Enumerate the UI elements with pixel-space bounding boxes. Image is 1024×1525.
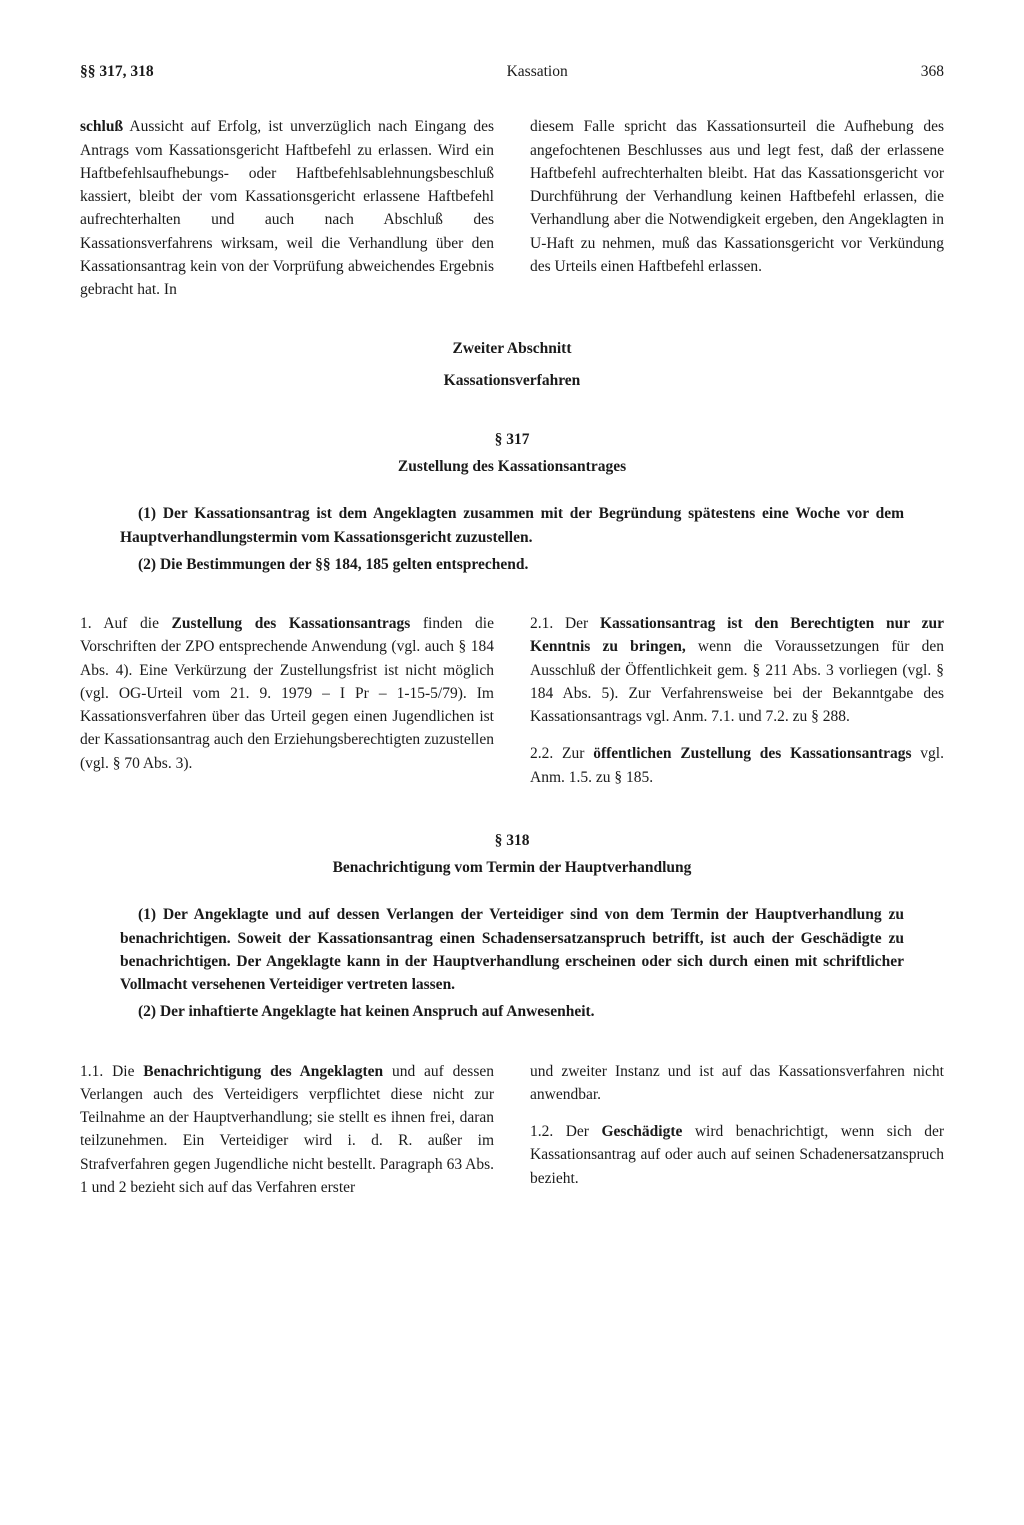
intro-left-text: schluß Aussicht auf Erfolg, ist unverzüg…: [80, 115, 494, 301]
p318-comm-right: und zweiter Instanz und ist auf das Kass…: [530, 1060, 944, 1200]
p318-comm-cont: und zweiter Instanz und ist auf das Kass…: [530, 1060, 944, 1107]
intro-right-text: diesem Falle spricht das Kassationsurtei…: [530, 115, 944, 278]
p318-number: § 318: [80, 829, 944, 852]
p318-comm-11: 1.1. Die Benachrichtigung des Angeklagte…: [80, 1060, 494, 1200]
intro-lead-word: schluß: [80, 118, 123, 135]
p317-comm-right: 2.1. Der Kassationsantrag ist den Berech…: [530, 612, 944, 789]
p317-comm-21: 2.1. Der Kassationsantrag ist den Berech…: [530, 612, 944, 728]
p317-title: Zustellung des Kassationsantrages: [80, 455, 944, 478]
p317-statute: (1) Der Kassationsantrag ist dem Angekla…: [120, 502, 904, 576]
p318-comm-left: 1.1. Die Benachrichtigung des Angeklagte…: [80, 1060, 494, 1200]
p317-comm-22: 2.2. Zur öffentlichen Zustellung des Kas…: [530, 742, 944, 789]
intro-columns: schluß Aussicht auf Erfolg, ist unverzüg…: [80, 115, 944, 301]
intro-left-rest: Aussicht auf Erfolg, ist unverzüglich na…: [80, 118, 494, 298]
p317-statute-2: (2) Die Bestimmungen der §§ 184, 185 gel…: [120, 553, 904, 576]
p318-statute-2: (2) Der inhaftierte Angeklagte hat keine…: [120, 1000, 904, 1023]
p317-commentary: 1. Auf die Zustellung des Kassationsantr…: [80, 612, 944, 789]
section-subheading: Kassationsverfahren: [80, 369, 944, 392]
section-heading: Zweiter Abschnitt: [80, 337, 944, 360]
intro-right-column: diesem Falle spricht das Kassationsurtei…: [530, 115, 944, 301]
p317-comm-left: 1. Auf die Zustellung des Kassationsantr…: [80, 612, 494, 789]
intro-left-column: schluß Aussicht auf Erfolg, ist unverzüg…: [80, 115, 494, 301]
p318-comm-12: 1.2. Der Geschädigte wird benachrichtigt…: [530, 1120, 944, 1190]
p317-statute-1: (1) Der Kassationsantrag ist dem Angekla…: [120, 502, 904, 549]
page-header: §§ 317, 318 Kassation 368: [80, 60, 944, 83]
header-title: Kassation: [507, 60, 568, 83]
p318-statute: (1) Der Angeklagte und auf dessen Verlan…: [120, 903, 904, 1023]
p317-number: § 317: [80, 428, 944, 451]
p317-comm-1: 1. Auf die Zustellung des Kassationsantr…: [80, 612, 494, 775]
p318-commentary: 1.1. Die Benachrichtigung des Angeklagte…: [80, 1060, 944, 1200]
header-page-number: 368: [921, 60, 944, 83]
p318-statute-1: (1) Der Angeklagte und auf dessen Verlan…: [120, 903, 904, 996]
header-section-ref: §§ 317, 318: [80, 60, 154, 83]
p318-title: Benachrichtigung vom Termin der Hauptver…: [80, 856, 944, 879]
